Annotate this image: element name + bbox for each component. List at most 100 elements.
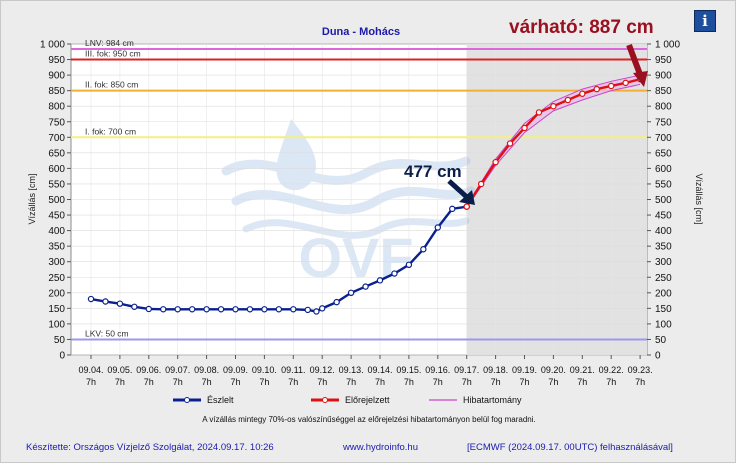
- chart-title: Duna - Mohács: [322, 26, 400, 38]
- x-tick-label: 09.19.: [512, 365, 537, 375]
- x-tick-label: 09.12.: [310, 365, 335, 375]
- y-tick-label: 850: [655, 86, 672, 97]
- x-tick-label-hour: 7h: [202, 377, 212, 387]
- observed-line: [90, 205, 467, 313]
- observed-point: [405, 261, 413, 269]
- observed-point: [116, 300, 124, 307]
- x-tick-label-hour: 7h: [462, 377, 472, 387]
- watermark-text: OVF: [298, 226, 413, 289]
- forecast-point: [550, 102, 557, 110]
- x-tick-label-hour: 7h: [519, 377, 529, 387]
- forecast-point: [608, 82, 615, 90]
- y-tick-label: 600: [48, 164, 65, 175]
- reference-label: LNV: 984 cm: [85, 38, 134, 48]
- y-tick-label: 350: [655, 242, 672, 253]
- observed-point: [217, 306, 225, 313]
- info-icon[interactable]: i: [694, 10, 716, 32]
- forecast-point: [492, 158, 499, 166]
- forecast-point: [579, 90, 586, 97]
- x-tick-label-hour: 7h: [115, 377, 125, 387]
- observed-point: [304, 306, 311, 314]
- observed-point: [362, 283, 369, 290]
- series-layer: [87, 75, 644, 315]
- x-tick-label: 09.08.: [194, 365, 219, 375]
- x-tick-label: 09.23.: [628, 365, 653, 375]
- legend-label-forecast: Előrejelzett: [345, 395, 390, 405]
- y-tick-label: 700: [655, 133, 672, 144]
- x-tick-label: 09.21.: [570, 365, 595, 375]
- x-tick-label: 09.22.: [599, 365, 624, 375]
- y-tick-label: 1 000: [655, 40, 680, 51]
- y-tick-label: 350: [48, 242, 65, 253]
- observed-point: [131, 303, 138, 310]
- y-axis-right: 0 50 100 150 200 250 300 350 400 450 500 550 600 650 7…: [647, 40, 680, 362]
- observed-point: [246, 306, 254, 313]
- forecast-point: [506, 140, 514, 147]
- x-tick-label-hour: 7h: [491, 377, 501, 387]
- reference-label: II. fok: 850 cm: [85, 80, 138, 90]
- y-tick-label: 550: [48, 179, 65, 190]
- y-tick-label: 450: [655, 211, 672, 222]
- observed-point: [160, 306, 167, 313]
- y-tick-label: 650: [655, 148, 672, 159]
- ovf-watermark-icon: OVF: [221, 119, 476, 289]
- legend-item-observed: Észlelt: [173, 395, 234, 405]
- legend: Észlelt Előrejelzett Hibatartomány: [173, 395, 522, 405]
- footer-author: Készítette: Országos Vízjelző Szolgálat,…: [26, 442, 274, 453]
- x-tick-label: 09.10.: [252, 365, 277, 375]
- observed-point: [333, 298, 340, 306]
- x-tick-label-hour: 7h: [86, 377, 96, 387]
- x-tick-label: 09.04.: [78, 365, 103, 375]
- x-tick-label-hour: 7h: [288, 377, 298, 387]
- x-tick-label: 09.17.: [454, 365, 479, 375]
- y-tick-label: 150: [48, 304, 65, 315]
- observed-point: [145, 305, 152, 313]
- y-tick-label: 650: [48, 148, 65, 159]
- observed-point: [174, 306, 181, 313]
- observed-point: [290, 306, 297, 313]
- x-tick-label-hour: 7h: [230, 377, 240, 387]
- x-tick-label: 09.18.: [483, 365, 508, 375]
- x-tick-label: 09.11.: [281, 365, 305, 375]
- y-tick-label: 800: [655, 102, 672, 113]
- x-tick-label-hour: 7h: [375, 377, 385, 387]
- y-tick-label: 100: [48, 319, 65, 330]
- y-tick-label: 250: [48, 273, 65, 284]
- legend-item-forecast: Előrejelzett: [311, 395, 390, 405]
- x-tick-label: 09.15.: [396, 365, 421, 375]
- y-tick-label: 150: [655, 304, 672, 315]
- y-tick-label: 950: [48, 55, 65, 66]
- y-tick-label: 300: [655, 257, 672, 268]
- observed-point: [275, 306, 283, 313]
- y-tick-label: 400: [655, 226, 672, 237]
- reference-label: I. fok: 700 cm: [85, 126, 136, 136]
- x-tick-label-hour: 7h: [606, 377, 616, 387]
- x-tick-label-hour: 7h: [433, 377, 443, 387]
- footnote: A vízállás mintegy 70%-os valószínűségge…: [202, 415, 536, 424]
- forecast-point: [593, 85, 600, 93]
- y-tick-label: 100: [655, 319, 672, 330]
- observed-point: [376, 277, 384, 284]
- y-tick-label: 400: [48, 226, 65, 237]
- y-tick-label: 750: [48, 117, 65, 128]
- x-tick-label: 09.20.: [541, 365, 566, 375]
- observed-point: [449, 205, 456, 213]
- reference-label: III. fok: 950 cm: [85, 49, 141, 59]
- x-tick-label-hour: 7h: [548, 377, 558, 387]
- x-tick-label: 09.14.: [367, 365, 392, 375]
- y-tick-label: 900: [48, 71, 65, 82]
- x-tick-label: 09.16.: [425, 365, 450, 375]
- y-tick-label: 500: [48, 195, 65, 206]
- forecast-point: [521, 124, 528, 132]
- x-tick-label-hour: 7h: [259, 377, 269, 387]
- legend-item-error-range: Hibatartomány: [429, 395, 522, 405]
- footer-url[interactable]: www.hydroinfo.hu: [342, 442, 418, 453]
- y-tick-label: 600: [655, 164, 672, 175]
- x-tick-label: 09.06.: [136, 365, 161, 375]
- y-tick-label: 700: [48, 133, 65, 144]
- observed-point: [391, 270, 398, 277]
- y-tick-label: 1 000: [40, 40, 65, 51]
- y-axis-label-right: Vízállás [cm]: [694, 173, 704, 224]
- observed-arrow-icon: [447, 179, 475, 205]
